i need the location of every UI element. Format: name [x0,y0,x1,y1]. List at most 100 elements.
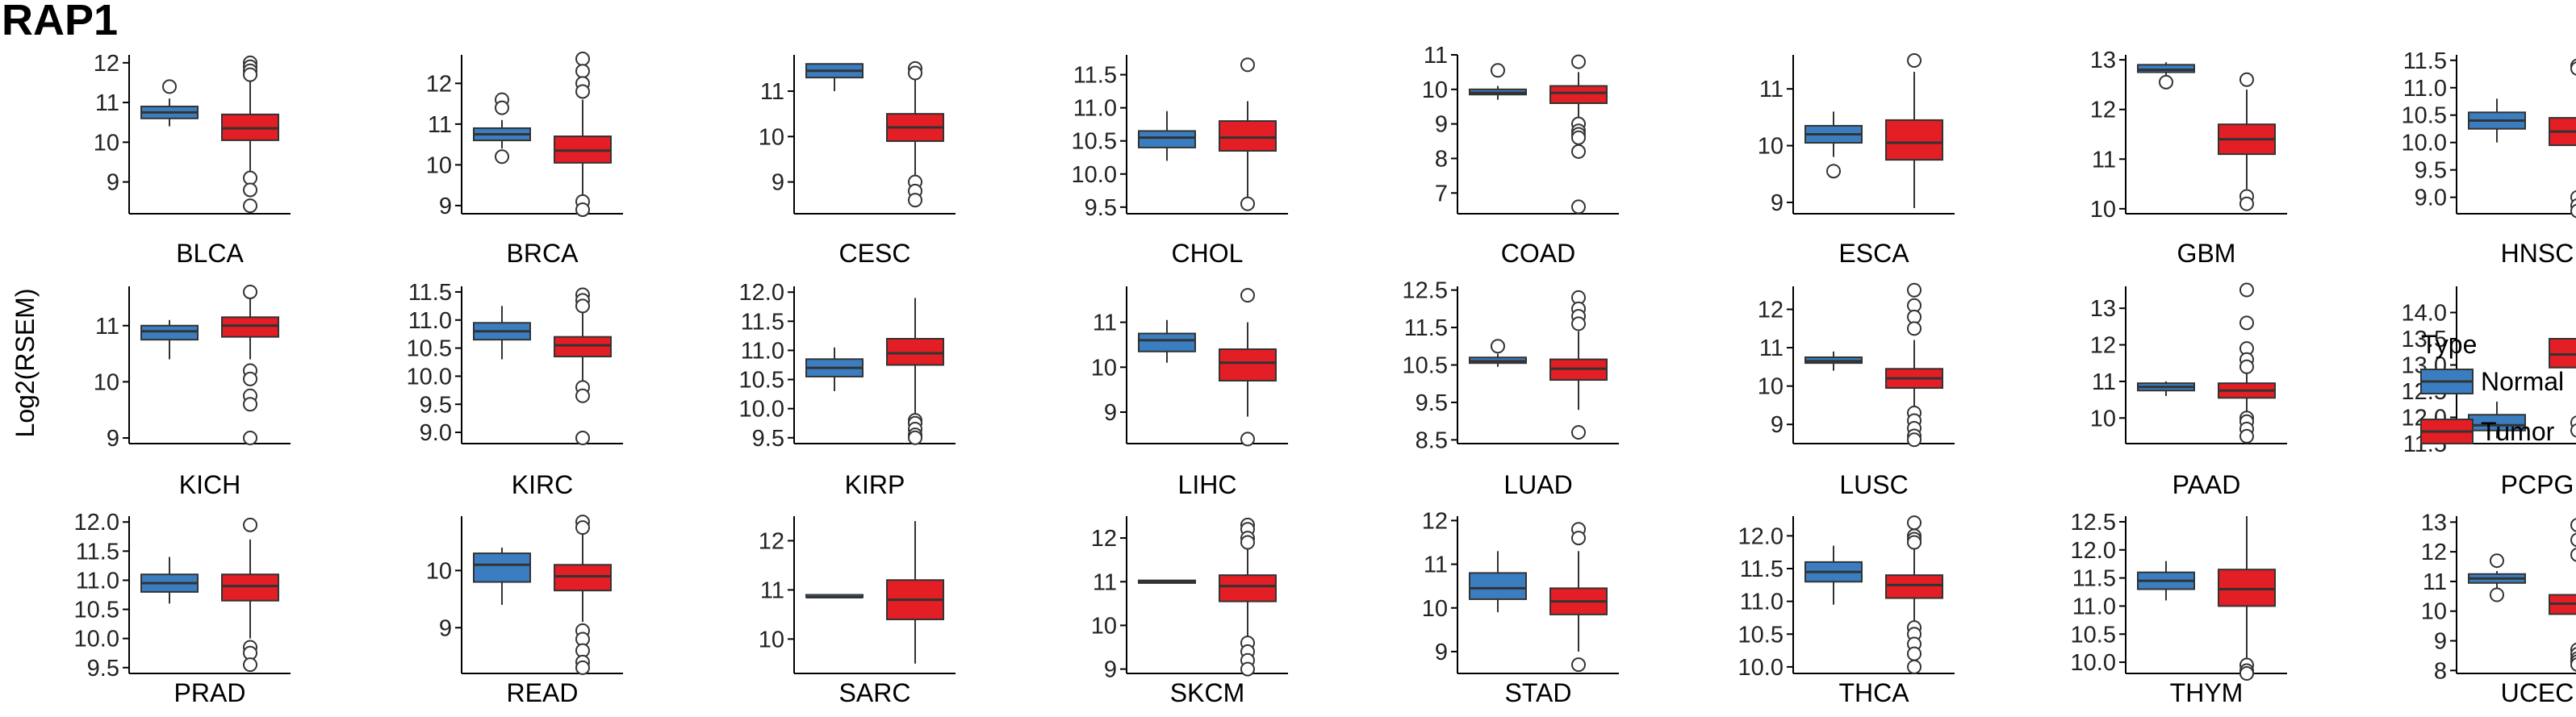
tumor-box [554,515,612,675]
legend-label-normal: Normal [2481,367,2564,396]
outlier-point [2570,423,2576,438]
y-tick-label: 13 [2090,296,2116,322]
y-tick-label: 11 [1759,77,1784,102]
panel-coad: 7 8 9 10 11 COAD [1422,43,1619,268]
iqr-box [1138,130,1196,148]
normal-box [805,63,864,92]
outlier-point [575,202,590,217]
outlier-point [243,431,257,446]
y-tick-label: 10.0 [1738,655,1784,681]
outlier-point [1240,535,1255,550]
y-tick-label: 10.5 [2071,622,2116,648]
outlier-point [1907,535,1922,550]
outlier-point [1907,282,1922,298]
outlier-point [575,431,590,446]
outlier-point [575,84,590,99]
panel-esca: 9 10 11 ESCA [1758,53,1955,268]
panel-label: KIRC [512,470,573,499]
y-tick-label: 9.5 [420,392,452,418]
outlier-point [575,520,590,536]
panel-lusc: 9 10 11 12 LUSC [1758,282,1955,499]
y-tick-label: 12 [2090,98,2116,123]
y-tick-label: 11.5 [76,539,119,565]
y-tick-label: 11.5 [2403,48,2447,74]
y-tick-label: 10 [426,558,452,584]
tumor-box [1885,282,1943,448]
y-tick-label: 11.0 [741,338,784,364]
normal-box [1469,551,1527,613]
outlier-point [2570,532,2576,548]
y-tick-label: 12 [94,51,119,77]
y-tick-label: 10 [94,130,119,156]
iqr-box [221,573,279,602]
outlier-point [162,79,177,94]
y-tick-label: 9 [1771,190,1784,216]
outlier-point [495,149,509,165]
y-tick-label: 9.5 [2415,158,2447,184]
panel-label: KICH [179,470,240,499]
outlier-point [243,67,257,82]
y-tick-label: 10.5 [407,336,452,362]
normal-box [1804,111,1863,179]
y-tick-label: 8.5 [1416,427,1448,453]
iqr-box [221,316,279,338]
iqr-box [1885,574,1943,599]
outlier-point [2239,196,2254,211]
panel-label: STAD [1505,678,1572,707]
y-tick-label: 9.5 [752,426,784,452]
tumor-box [1885,515,1943,674]
y-tick-label: 10.0 [2402,131,2447,156]
tumor-box [1549,54,1608,215]
outlier-point [2570,61,2576,76]
y-tick-label: 11 [1093,311,1117,336]
normal-box [473,306,531,360]
tumor-box [886,298,944,445]
y-tick-label: 11.0 [2072,594,2116,619]
y-tick-label: 7 [1435,181,1448,206]
y-tick-label: 9 [1104,400,1117,426]
outlier-point [2239,428,2254,444]
y-tick-label: 9.0 [420,420,452,446]
y-tick-label: 11 [2092,147,2116,173]
outlier-point [1826,164,1841,179]
outlier-point [1571,316,1586,331]
tumor-box [2549,58,2576,219]
y-tick-label: 11 [95,90,119,116]
normal-box [1804,351,1863,371]
y-tick-label: 11 [1759,336,1784,361]
panel-label: GBM [2177,239,2236,268]
iqr-box [1219,348,1277,381]
y-tick-label: 11.5 [408,280,452,306]
y-tick-label: 9 [1771,412,1784,438]
y-tick-label: 10 [1758,374,1784,400]
y-tick-label: 10.5 [74,598,119,623]
y-tick-label: 10 [2090,197,2116,223]
panel-kirc: 9.09.510.010.511.011.5 KIRC [407,280,623,499]
tumor-box [1885,53,1943,208]
y-tick-label: 10.5 [1403,353,1448,379]
panel-label: PAAD [2172,470,2241,499]
y-tick-label: 9.5 [1416,390,1448,416]
outlier-point [2490,587,2504,602]
panel-label: PRAD [174,678,246,707]
y-tick-label: 12.5 [2071,510,2116,536]
outlier-point [1907,515,1922,531]
tumor-box [2218,72,2276,211]
y-tick-label: 9 [107,426,119,452]
outlier-point [575,660,590,675]
panel-label: LIHC [1178,470,1237,499]
panel-read: 9 10 READ [426,515,623,707]
y-tick-label: 11.5 [2072,566,2116,592]
outlier-point [243,198,257,214]
y-tick-label: 11.0 [2403,76,2447,102]
tumor-box [2549,518,2576,672]
normal-box [473,92,531,165]
panel-blca: 9 10 11 12 BLCA [94,51,291,268]
y-tick-label: 10.0 [407,364,452,390]
y-tick-label: 10.0 [74,627,119,652]
y-tick-label: 13 [2421,510,2447,536]
panel-label: KIRP [845,470,905,499]
outlier-point [1907,659,1922,674]
outlier-point [243,371,257,386]
outlier-point [1240,431,1255,447]
